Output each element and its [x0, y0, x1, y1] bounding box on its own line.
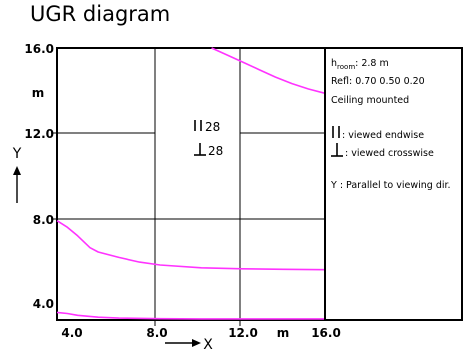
ugr-curve-3	[56, 311, 325, 320]
ugr-crosswise-value: 28	[208, 144, 223, 158]
endwise-legend-text: : viewed endwise	[342, 130, 424, 141]
reflectance-text: Refl: 0.70 0.50 0.20	[331, 76, 425, 87]
room-height-sub: room	[337, 63, 355, 71]
x-tick-label-4: 4.0	[61, 326, 82, 340]
plot-frame	[56, 47, 326, 321]
ugr-curve-2	[56, 220, 326, 271]
endwise-legend-icon	[332, 126, 340, 138]
room-height-text: hroom: 2.8 m	[331, 58, 389, 71]
y-tick-label-16: 16.0	[24, 42, 54, 56]
crosswise-legend-text: : viewed crosswise	[345, 148, 434, 159]
y-tick-label-12: 12.0	[24, 127, 54, 141]
x-tick-label-8: 8.0	[146, 326, 167, 340]
room-height-h: h	[331, 58, 337, 69]
x-axis-arrow-icon	[165, 339, 201, 347]
x-unit-label: m	[277, 326, 290, 340]
y-direction-note: Y : Parallel to viewing dir.	[330, 180, 451, 191]
x-tick-label-12: 12.0	[228, 326, 258, 340]
crosswise-symbol-icon	[194, 143, 206, 156]
plot-area	[56, 47, 326, 326]
ugr-curves	[56, 47, 326, 320]
endwise-symbol-icon	[194, 120, 202, 131]
y-unit-label: m	[32, 86, 45, 100]
y-axis-label: Y	[12, 146, 22, 162]
diagram-title: UGR diagram	[30, 2, 171, 26]
info-panel: hroom: 2.8 m Refl: 0.70 0.50 0.20 Ceilin…	[324, 47, 463, 321]
y-tick-label-4: 4.0	[33, 297, 54, 311]
ugr-endwise-value: 28	[205, 120, 220, 134]
ugr-curve-1	[211, 47, 326, 95]
y-axis-arrow-icon	[13, 166, 21, 203]
mounting-text: Ceiling mounted	[331, 95, 409, 106]
x-tick-label-16: 16.0	[311, 326, 341, 340]
crosswise-legend-icon	[331, 143, 343, 157]
room-height-value: : 2.8 m	[355, 58, 389, 69]
info-panel-frame	[324, 47, 463, 321]
x-axis-label: X	[203, 337, 213, 353]
y-tick-label-8: 8.0	[33, 213, 54, 227]
